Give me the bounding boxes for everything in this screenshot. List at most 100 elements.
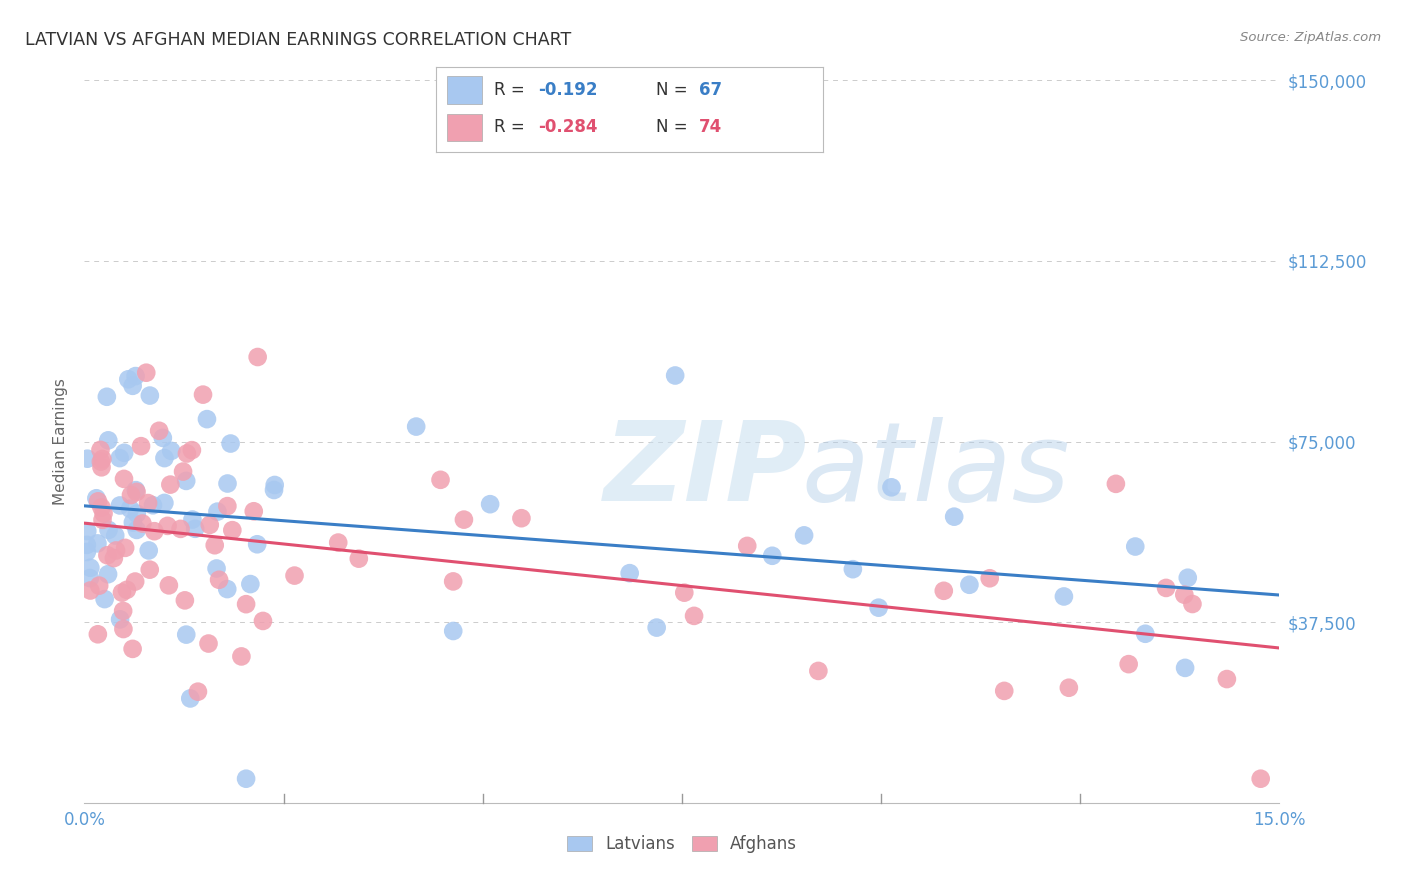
Point: [118, 501, 141, 516]
Point: [157, 578, 180, 592]
Point: [104, 528, 127, 542]
Point: [174, 474, 197, 488]
Text: atlas: atlas: [801, 417, 1070, 524]
Point: [993, 684, 1015, 698]
Point: [169, 522, 191, 536]
Point: [441, 624, 464, 638]
Point: [807, 664, 830, 678]
Point: [112, 604, 135, 618]
Point: [115, 582, 138, 597]
Point: [91, 513, 114, 527]
Point: [76, 451, 98, 466]
Legend: Latvians, Afghans: Latvians, Afghans: [560, 828, 804, 860]
Point: [943, 509, 966, 524]
Text: R =: R =: [494, 119, 530, 136]
Point: [96, 390, 118, 404]
Text: 74: 74: [699, 119, 723, 136]
Point: [174, 627, 197, 641]
Point: [173, 593, 195, 607]
Point: [93, 592, 115, 607]
Point: [172, 465, 194, 479]
Point: [76, 524, 98, 538]
Y-axis label: Median Earnings: Median Earnings: [53, 378, 69, 505]
Point: [105, 543, 128, 558]
Point: [111, 585, 134, 599]
Point: [664, 368, 686, 383]
FancyBboxPatch shape: [447, 113, 482, 142]
Point: [153, 451, 176, 466]
Point: [217, 582, 239, 596]
Point: [1123, 540, 1146, 554]
Point: [283, 568, 305, 582]
Point: [121, 641, 143, 656]
Text: Source: ZipAtlas.com: Source: ZipAtlas.com: [1240, 31, 1381, 45]
Point: [217, 499, 239, 513]
Point: [1053, 590, 1076, 604]
Point: [79, 571, 101, 585]
Point: [198, 517, 221, 532]
Point: [87, 627, 110, 641]
Point: [112, 622, 135, 636]
Point: [683, 608, 706, 623]
Point: [235, 772, 257, 786]
FancyBboxPatch shape: [447, 76, 482, 104]
Point: [1216, 672, 1239, 686]
Point: [510, 511, 533, 525]
Point: [242, 504, 264, 518]
Point: [89, 579, 111, 593]
Text: 67: 67: [699, 81, 721, 99]
Point: [148, 424, 170, 438]
Point: [103, 551, 125, 566]
Point: [645, 621, 668, 635]
Point: [1177, 571, 1199, 585]
Point: [793, 528, 815, 542]
Point: [142, 498, 165, 512]
Point: [252, 614, 274, 628]
Point: [143, 524, 166, 539]
Point: [231, 649, 253, 664]
Point: [114, 541, 136, 555]
Point: [761, 549, 783, 563]
Point: [122, 516, 145, 530]
Point: [86, 536, 108, 550]
Point: [197, 636, 219, 650]
Point: [120, 488, 142, 502]
Point: [205, 561, 228, 575]
Point: [181, 512, 204, 526]
Point: [204, 538, 226, 552]
Point: [619, 566, 641, 581]
Point: [131, 516, 153, 531]
Point: [1174, 661, 1197, 675]
Point: [97, 567, 120, 582]
Point: [125, 523, 148, 537]
Point: [108, 451, 131, 466]
Point: [217, 476, 239, 491]
Point: [405, 419, 427, 434]
Point: [108, 612, 131, 626]
Point: [441, 574, 464, 589]
Point: [191, 387, 214, 401]
Text: -0.284: -0.284: [538, 119, 598, 136]
Point: [979, 571, 1001, 585]
Point: [153, 496, 176, 510]
Point: [195, 412, 218, 426]
Text: ZIP: ZIP: [605, 417, 807, 524]
Point: [180, 443, 202, 458]
Point: [179, 691, 201, 706]
Point: [1105, 476, 1128, 491]
Point: [138, 543, 160, 558]
Point: [79, 561, 101, 575]
Point: [112, 446, 135, 460]
Point: [124, 574, 146, 589]
Point: [235, 597, 257, 611]
Point: [125, 507, 148, 521]
Point: [219, 436, 242, 450]
Point: [1057, 681, 1080, 695]
Point: [91, 452, 114, 467]
Point: [139, 563, 162, 577]
Point: [90, 454, 112, 468]
Text: -0.192: -0.192: [538, 81, 598, 99]
Text: N =: N =: [657, 81, 693, 99]
Point: [239, 577, 262, 591]
Point: [842, 562, 865, 576]
